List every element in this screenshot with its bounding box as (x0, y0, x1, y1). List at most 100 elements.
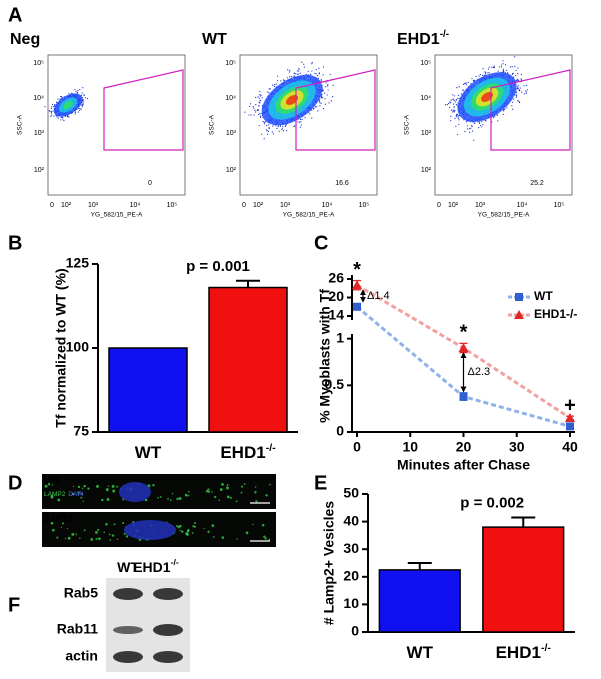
event-dot (272, 85, 273, 86)
event-dot (85, 97, 86, 98)
flow-x-tick-label: 0 (437, 202, 441, 209)
event-dot (503, 110, 504, 111)
event-dot (452, 99, 453, 100)
event-dot (53, 115, 54, 116)
event-dot (299, 122, 300, 123)
error-bar (236, 281, 260, 288)
lamp2-puncta (75, 533, 77, 535)
event-dot (518, 87, 519, 88)
event-dot (244, 112, 245, 113)
event-dot (282, 128, 283, 129)
p-value: p = 0.001 (186, 258, 250, 275)
bar (483, 527, 564, 632)
event-dot (276, 83, 277, 84)
marker (566, 422, 574, 430)
event-dot (457, 116, 458, 117)
event-dot (287, 69, 288, 70)
significance-mark: * (353, 259, 361, 281)
event-dot (57, 99, 58, 100)
event-dot (253, 108, 254, 109)
lamp2-puncta (211, 491, 212, 492)
event-dot (481, 126, 482, 127)
event-dot (262, 97, 263, 98)
lamp2-puncta (98, 537, 101, 540)
lamp2-puncta (106, 488, 109, 491)
lamp2-puncta (269, 484, 271, 486)
x-tick-label: WT (407, 643, 434, 662)
event-dot (517, 73, 518, 74)
event-dot (277, 76, 278, 77)
event-dot (305, 117, 306, 118)
event-dot (309, 113, 310, 114)
event-dot (250, 103, 251, 104)
lamp2-puncta (236, 500, 238, 502)
flow-y-tick-label: 10² (226, 167, 237, 174)
event-dot (327, 94, 328, 95)
flow-y-label: SSC-A (17, 114, 24, 135)
event-dot (449, 101, 450, 102)
flow-y-tick-label: 10² (34, 167, 45, 174)
event-dot (82, 101, 83, 102)
event-dot (518, 101, 519, 102)
event-dot (455, 101, 456, 102)
x-tick-label-main: WT (135, 443, 162, 462)
y-tick-label: 10 (343, 595, 359, 611)
event-dot (77, 90, 78, 91)
lamp2-puncta (203, 528, 204, 529)
event-dot (485, 120, 486, 121)
event-dot (447, 104, 448, 105)
event-dot (82, 92, 83, 93)
event-dot (298, 70, 299, 71)
event-dot (286, 130, 287, 131)
p-value: p = 0.002 (460, 494, 524, 511)
lamp2-puncta (95, 538, 97, 540)
event-dot (293, 75, 294, 76)
event-dot (519, 102, 520, 103)
event-dot (325, 86, 326, 87)
lamp2-puncta (207, 488, 209, 490)
error-bar (511, 517, 535, 527)
blot-band (113, 626, 143, 634)
lamp2-puncta (262, 524, 265, 527)
event-dot (277, 80, 278, 81)
x-tick-label-main: EHD1 (220, 443, 265, 462)
lamp2-puncta (188, 491, 190, 493)
event-dot (516, 92, 517, 93)
event-dot (485, 72, 486, 73)
event-dot (458, 119, 459, 120)
delta-label: Δ2.3 (468, 366, 491, 378)
event-dot (517, 100, 518, 101)
gate-value: 16.6 (335, 180, 349, 187)
y-axis-label: Tf normalized to WT (%) (53, 268, 69, 427)
event-dot (53, 110, 54, 111)
event-dot (328, 102, 329, 103)
event-dot (301, 62, 302, 63)
event-dot (79, 89, 80, 90)
event-dot (448, 103, 449, 104)
lamp2-puncta (68, 537, 71, 540)
flow-title-main: Neg (10, 31, 40, 48)
lamp2-puncta (227, 496, 230, 499)
event-dot (83, 94, 84, 95)
blot-row-label: Rab5 (64, 585, 98, 601)
event-dot (294, 125, 295, 126)
event-dot (300, 119, 301, 120)
event-dot (317, 110, 318, 111)
bar (109, 348, 187, 432)
event-dot (67, 116, 68, 117)
x-tick-label-main: WT (407, 643, 434, 662)
flow-y-tick-label: 10³ (421, 130, 432, 137)
event-dot (249, 106, 250, 107)
event-dot (483, 68, 484, 69)
lamp2-puncta (112, 485, 115, 488)
flow-density (445, 56, 528, 141)
event-dot (466, 121, 467, 122)
panel-label: C (314, 232, 328, 254)
event-dot (331, 100, 332, 101)
flow-y-tick-label: 10⁵ (33, 60, 44, 67)
marker (353, 303, 361, 311)
event-dot (322, 89, 323, 90)
event-dot (501, 66, 502, 67)
event-dot (515, 75, 516, 76)
event-dot (304, 67, 305, 68)
